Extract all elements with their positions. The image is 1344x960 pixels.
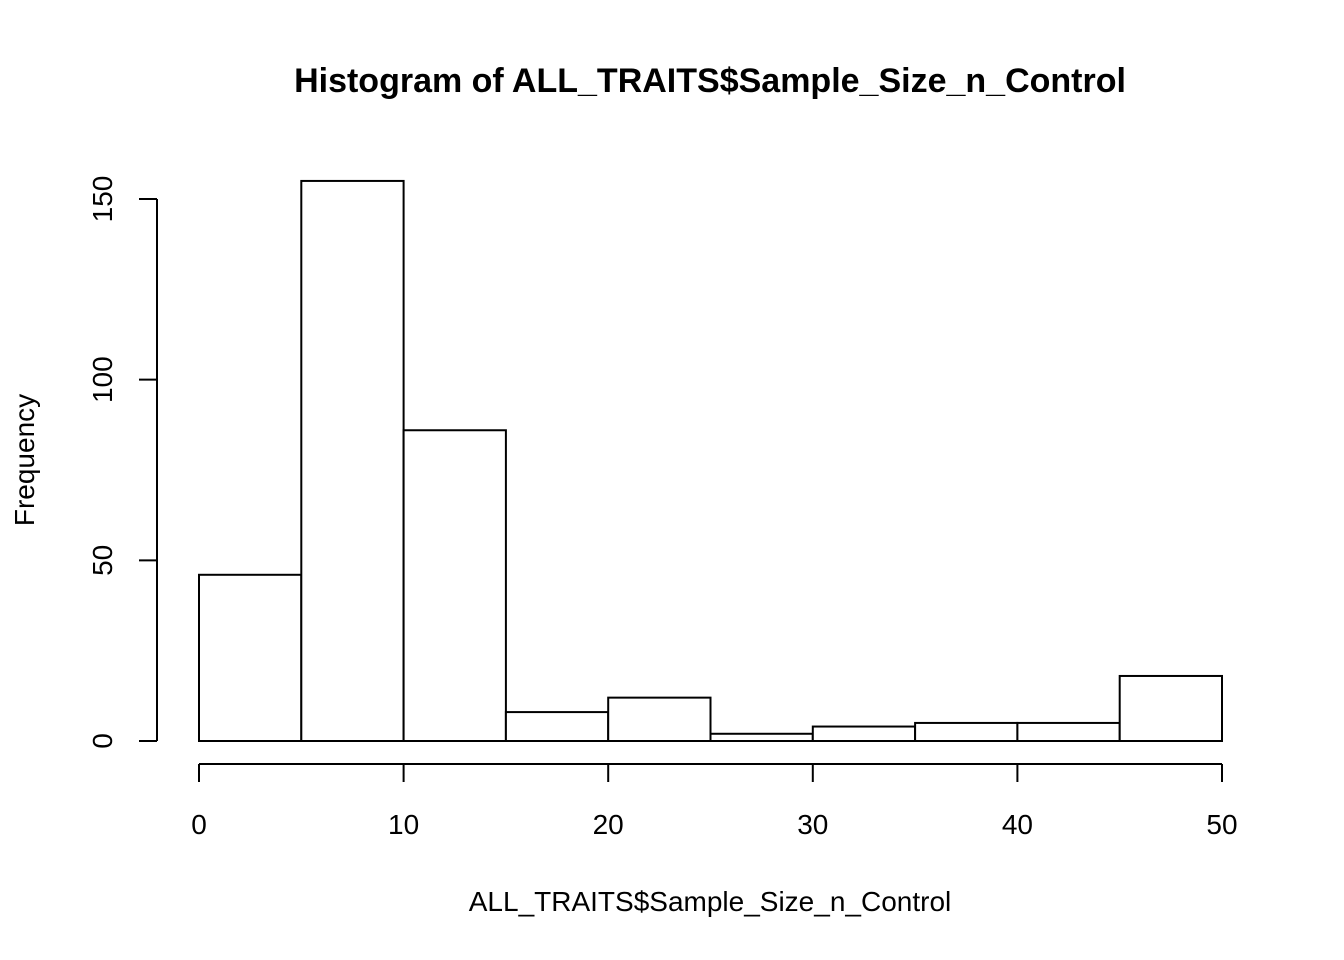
y-tick-label: 50 — [87, 545, 118, 576]
histogram-bar-30-35 — [811, 725, 917, 743]
x-axis: 0 10 20 30 40 50 — [191, 763, 1238, 840]
x-tick-label: 10 — [388, 809, 419, 840]
x-tick-label: 40 — [1002, 809, 1033, 840]
x-tick-label: 20 — [593, 809, 624, 840]
histogram-bar-25-30 — [709, 732, 814, 742]
histogram-bar-40-45 — [1016, 721, 1121, 743]
histogram-bar-0-5 — [198, 573, 303, 743]
y-axis-label: Frequency — [9, 394, 40, 526]
histogram-bar-5-10 — [300, 179, 405, 742]
x-tick-label: 30 — [797, 809, 828, 840]
histogram-bar-10-15 — [402, 429, 507, 742]
y-axis: 0 50 100 150 — [87, 176, 158, 749]
histogram-bar-45-50 — [1118, 674, 1223, 743]
y-tick-label: 0 — [87, 733, 118, 749]
histogram-bar-15-20 — [504, 711, 610, 742]
histogram-bar-35-40 — [914, 721, 1019, 743]
y-tick-label: 150 — [87, 176, 118, 223]
chart-title: Histogram of ALL_TRAITS$Sample_Size_n_Co… — [294, 62, 1126, 100]
x-tick-label: 0 — [191, 809, 207, 840]
bars-group — [198, 179, 1223, 743]
histogram-bar-20-25 — [607, 696, 712, 743]
y-tick-label: 100 — [87, 356, 118, 403]
x-tick-label: 50 — [1206, 809, 1237, 840]
x-axis-label: ALL_TRAITS$Sample_Size_n_Control — [469, 886, 951, 917]
